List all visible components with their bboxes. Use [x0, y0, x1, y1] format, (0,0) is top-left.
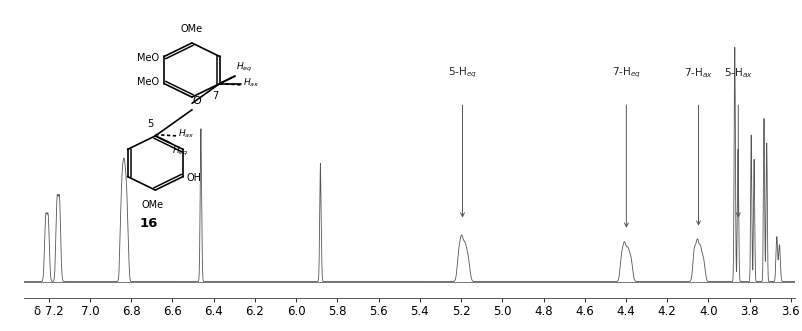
Text: O: O: [192, 96, 200, 106]
Text: 7-H$_{eq}$: 7-H$_{eq}$: [611, 66, 640, 80]
Text: 5-H$_{eq}$: 5-H$_{eq}$: [448, 66, 476, 80]
Text: MeO: MeO: [137, 77, 160, 87]
Text: OMe: OMe: [141, 200, 163, 210]
Text: $H_{ax}$: $H_{ax}$: [242, 76, 259, 89]
Text: 16: 16: [140, 217, 158, 230]
Text: 5-H$_{ax}$: 5-H$_{ax}$: [723, 66, 752, 80]
Text: $H_{eq}$: $H_{eq}$: [236, 61, 253, 74]
Text: $H_{ax}$: $H_{ax}$: [178, 127, 194, 140]
Text: 5: 5: [148, 118, 154, 129]
Text: $H_{eq}$: $H_{eq}$: [172, 145, 188, 158]
Text: 7: 7: [212, 91, 218, 101]
Text: OMe: OMe: [180, 24, 203, 34]
Text: OH: OH: [186, 173, 200, 183]
Text: MeO: MeO: [137, 53, 160, 63]
Text: 7-H$_{ax}$: 7-H$_{ax}$: [683, 66, 712, 80]
